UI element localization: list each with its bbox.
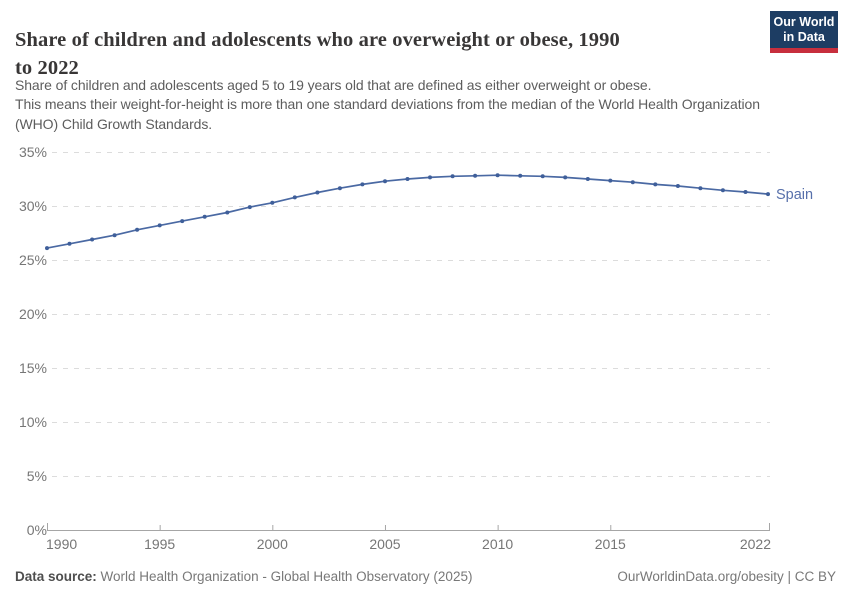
x-axis-tick-label: 2022: [740, 536, 771, 552]
data-point: [540, 174, 545, 179]
x-axis-tick-label: 2005: [369, 536, 400, 552]
chart-subtitle: Share of children and adolescents aged 5…: [15, 76, 760, 134]
y-axis-tick-label: 5%: [27, 468, 47, 484]
data-point: [202, 214, 207, 219]
y-axis-tick-labels: 0% 5% 10% 15% 20% 25% 30% 35%: [19, 144, 47, 538]
data-point: [518, 173, 523, 178]
data-point: [315, 190, 320, 195]
owid-logo-line2: in Data: [783, 30, 825, 44]
data-point: [337, 186, 342, 191]
data-point: [247, 205, 252, 210]
data-point: [630, 180, 635, 185]
y-axis-tick-label: 10%: [19, 414, 47, 430]
data-point: [675, 184, 680, 188]
data-point: [720, 188, 725, 193]
data-point: [653, 182, 658, 187]
y-axis-tick-label: 30%: [19, 198, 47, 214]
owid-logo: Our World in Data: [770, 11, 838, 53]
license-note: OurWorldinData.org/obesity | CC BY: [617, 569, 836, 584]
data-point: [270, 200, 275, 205]
series-label-spain: Spain: [776, 187, 813, 203]
gridlines: [52, 152, 770, 477]
data-point: [743, 190, 748, 194]
x-axis-tick-label: 1995: [144, 536, 175, 552]
data-point: [766, 192, 770, 197]
data-point: [112, 233, 117, 238]
data-point: [698, 186, 703, 191]
y-axis-tick-label: 25%: [19, 252, 47, 268]
owid-logo-line1: Our World: [773, 15, 835, 29]
y-axis-tick-label: 35%: [19, 144, 47, 160]
page-title-line1: Share of children and adolescents who ar…: [15, 28, 620, 51]
data-source: Data source: World Health Organization -…: [15, 569, 472, 584]
y-axis-tick-label: 0%: [27, 522, 47, 538]
chart-footer: Data source: World Health Organization -…: [15, 569, 836, 584]
data-source-label: Data source:: [15, 569, 97, 584]
data-point: [45, 246, 49, 251]
data-point: [383, 179, 387, 184]
x-axis-tick-label: 2015: [595, 536, 626, 552]
series-spain: Spain: [45, 173, 813, 251]
data-point: [180, 219, 185, 224]
data-point: [495, 173, 500, 178]
page-title: Share of children and adolescents who ar…: [15, 26, 620, 82]
data-source-text: World Health Organization - Global Healt…: [96, 569, 473, 584]
page-title-line2: to 2022: [15, 56, 79, 79]
x-axis-tick-label: 1990: [46, 536, 77, 552]
data-point: [563, 175, 568, 180]
data-point: [90, 237, 95, 242]
data-point: [450, 174, 455, 179]
data-point: [135, 227, 140, 232]
x-axis-tick-labels: 1990 1995 2000 2005 2010 2015 2022: [46, 536, 771, 552]
data-point: [608, 178, 613, 183]
data-point: [585, 177, 590, 181]
series-line: [46, 174, 769, 249]
data-point: [157, 223, 162, 228]
data-point: [360, 182, 365, 187]
data-point: [292, 195, 297, 200]
x-axis: [47, 523, 770, 531]
y-axis-tick-label: 15%: [19, 360, 47, 376]
chart-subtitle-line3: (WHO) Child Growth Standards.: [15, 115, 213, 132]
data-point: [225, 210, 230, 215]
data-point: [67, 241, 72, 246]
y-axis-tick-label: 20%: [19, 306, 47, 322]
chart-subtitle-line1: Share of children and adolescents aged 5…: [15, 77, 652, 93]
chart-subtitle-line2: This means their weight-for-height is mo…: [15, 96, 760, 113]
x-axis-tick-label: 2000: [257, 536, 288, 552]
x-axis-tick-label: 2010: [482, 536, 513, 552]
data-point: [428, 175, 432, 180]
data-point: [405, 177, 410, 181]
data-point: [473, 173, 478, 178]
